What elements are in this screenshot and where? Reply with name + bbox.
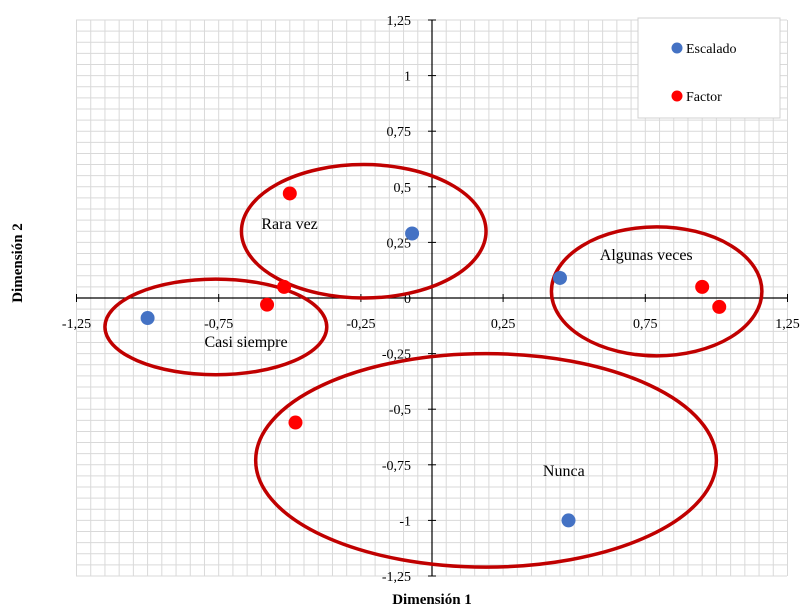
cluster-ellipse-nunca [253, 351, 719, 569]
x-tick-label: 1,25 [775, 317, 800, 332]
y-axis-title: Dimensión 2 [10, 223, 26, 303]
y-tick-label: -1,25 [382, 570, 411, 585]
y-tick-label: -0,25 [382, 348, 411, 363]
tick-labels: -1,25 -0,75 -0,25 0,25 0,75 1,25 1,25 1 0,75 0,5 0… [62, 14, 800, 585]
point-factor [288, 415, 303, 430]
cluster-ellipse-algunas-veces [549, 225, 764, 358]
cluster-label: Nunca [543, 463, 585, 480]
cluster-ellipse-casi-siempre [103, 277, 329, 377]
x-tick-label: -0,75 [204, 317, 233, 332]
legend-marker-escalado [671, 42, 683, 54]
x-tick-label: -1,25 [62, 317, 91, 332]
point-factor [277, 279, 292, 294]
point-escalado [552, 270, 567, 285]
point-factor [260, 297, 275, 312]
y-tick-label: 0,5 [394, 181, 412, 196]
x-tick-label: 0,25 [491, 317, 516, 332]
point-escalado [561, 513, 576, 528]
data-points [140, 186, 727, 528]
x-axis-title: Dimensión 1 [392, 592, 472, 608]
point-escalado [405, 226, 420, 241]
y-tick-label: -0,5 [389, 403, 411, 418]
point-factor [695, 279, 710, 294]
y-tick-label: 0,75 [387, 125, 412, 140]
x-tick-label: -0,25 [346, 317, 375, 332]
cluster-ellipse-rara-vez [239, 162, 488, 300]
y-tick-label: 1,25 [387, 14, 412, 29]
cluster-label: Algunas veces [600, 247, 693, 264]
point-factor [282, 186, 297, 201]
cluster-label: Casi siempre [204, 334, 287, 351]
point-factor [712, 299, 727, 314]
cluster-labels: Rara vez Casi siempre Algunas veces Nunca [204, 216, 692, 480]
y-tick-label: -1 [399, 514, 411, 529]
legend-label: Factor [686, 90, 722, 105]
cluster-ellipses [103, 162, 764, 569]
y-tick-label: 0,25 [387, 236, 412, 251]
legend-label: Escalado [686, 42, 737, 57]
x-tick-label: 0,75 [633, 317, 658, 332]
y-tick-label: -0,75 [382, 459, 411, 474]
legend-marker-factor [671, 90, 683, 102]
legend: Escalado Factor [637, 17, 781, 119]
legend-box [637, 17, 781, 119]
point-escalado [140, 311, 155, 326]
cluster-label: Rara vez [261, 216, 317, 233]
y-tick-label: 1 [404, 70, 411, 85]
y-tick-label: 0 [404, 292, 411, 307]
